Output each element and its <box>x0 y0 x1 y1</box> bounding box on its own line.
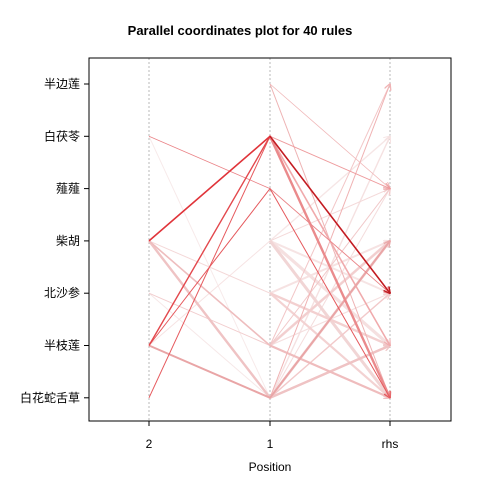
y-tick-label: 白茯苓 <box>44 128 80 143</box>
rule-line-32 <box>148 241 390 400</box>
y-tick-label: 白花蛇舌草 <box>20 390 80 405</box>
x-tick-label: 2 <box>146 437 153 451</box>
x-tick-label: 1 <box>267 437 274 451</box>
chart-title: Parallel coordinates plot for 40 rules <box>128 23 353 38</box>
rule-lines <box>148 83 392 400</box>
rule-line-33 <box>269 135 390 188</box>
y-tick-label: 薤薤 <box>56 182 80 196</box>
rule-line-37 <box>148 187 390 398</box>
y-tick-label: 柴胡 <box>56 234 80 248</box>
y-tick-label: 北沙参 <box>44 285 80 300</box>
x-axis-ticks: 2 1 rhs <box>146 421 399 451</box>
x-tick-label: rhs <box>382 437 399 451</box>
rule-line-34 <box>268 135 392 398</box>
x-axis-label: Position <box>249 460 292 474</box>
rule-line-40 <box>269 135 390 293</box>
rule-line-4 <box>269 136 390 242</box>
rule-line-28 <box>269 83 390 189</box>
rule-line-27 <box>269 344 390 398</box>
y-tick-label: 半枝莲 <box>44 338 80 353</box>
y-tick-label: 半边莲 <box>44 77 80 91</box>
